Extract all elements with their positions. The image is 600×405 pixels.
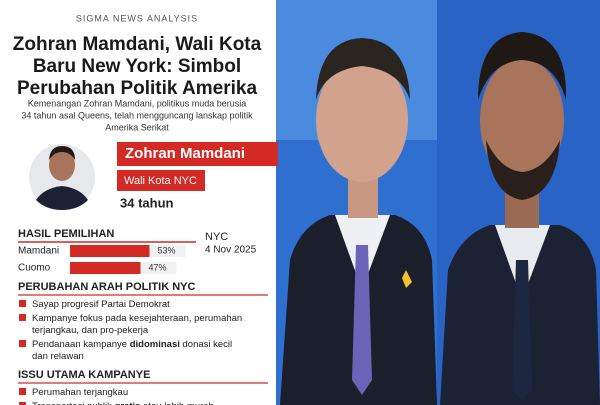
results-date: 4 Nov 2025 xyxy=(205,245,257,256)
kicker: SIGMA NEWS ANALYSIS xyxy=(76,13,198,23)
bullet-text: dan relawan xyxy=(32,351,84,362)
candidate-name: Mamdani xyxy=(18,246,59,257)
section-title: PERUBAHAN ARAH POLITIK NYC xyxy=(18,281,195,293)
bullet-line: Sayap progresif Partai Demokrat xyxy=(32,299,170,310)
label-box xyxy=(149,245,186,257)
bullet-line: Perumahan terjangkau xyxy=(32,387,128,398)
section-title: ISSU UTAMA KAMPANYE xyxy=(18,369,150,381)
avatar xyxy=(29,144,95,210)
bullet-text: Kampanye fokus pada kesejahteraan, perum… xyxy=(32,313,242,324)
title-line: Zohran Mamdani, Wali Kota xyxy=(13,34,262,55)
bullet xyxy=(19,340,26,347)
bullet-text: Transportasi publik xyxy=(32,401,115,405)
result-bar xyxy=(70,245,150,257)
bullet-text: atau lebih murah xyxy=(140,401,213,405)
bullet xyxy=(19,300,26,307)
bullet xyxy=(19,314,26,321)
bullet-line: Transportasi publik gratis atau lebih mu… xyxy=(32,401,214,405)
profile-role: Wali Kota NYC xyxy=(124,175,197,187)
bullet xyxy=(19,402,26,405)
name-box xyxy=(117,142,278,166)
bullet-text: Perumahan terjangkau xyxy=(32,387,128,398)
title-line: Baru New York: Simbol xyxy=(33,56,241,77)
results-title: HASIL PEMILIHAN xyxy=(18,228,114,240)
bullet-line: Kampanye fokus pada kesejahteraan, perum… xyxy=(32,313,242,324)
bullet-text: gratis xyxy=(115,401,141,405)
bullet-text: Pendanaan kampanye xyxy=(32,339,130,350)
bullet-text: donasi kecil xyxy=(180,339,232,350)
bullet-line: dan relawan xyxy=(32,351,84,362)
photo-right xyxy=(437,0,600,405)
bullet-line: Pendanaan kampanye didominasi donasi kec… xyxy=(32,339,232,350)
candidate-name: Cuomo xyxy=(18,263,51,274)
bullet-text: didominasi xyxy=(130,339,180,350)
result-label: 47% xyxy=(149,262,167,272)
results-place: NYC xyxy=(205,231,228,243)
result-bar xyxy=(70,262,141,274)
bullet-text: Sayap progresif Partai Demokrat xyxy=(32,299,170,310)
label-box xyxy=(140,262,177,274)
subtitle-line: 34 tahun asal Queens, telah mengguncang … xyxy=(21,110,253,120)
photo-left xyxy=(276,0,437,405)
subtitle-line: Kemenangan Zohran Mamdani, politikus mud… xyxy=(28,98,247,108)
role-box xyxy=(117,170,205,191)
profile-age: 34 tahun xyxy=(120,195,174,210)
bullet-line: terjangkau, dan pro-pekerja xyxy=(32,325,149,336)
bullet-text: terjangkau, dan pro-pekerja xyxy=(32,325,149,336)
result-label: 53% xyxy=(158,245,176,255)
subtitle-line: Amerika Serikat xyxy=(105,122,169,132)
profile-name: Zohran Mamdani xyxy=(125,145,245,162)
bullet xyxy=(19,388,26,395)
title-line: Perubahan Politik Amerika xyxy=(17,78,257,99)
